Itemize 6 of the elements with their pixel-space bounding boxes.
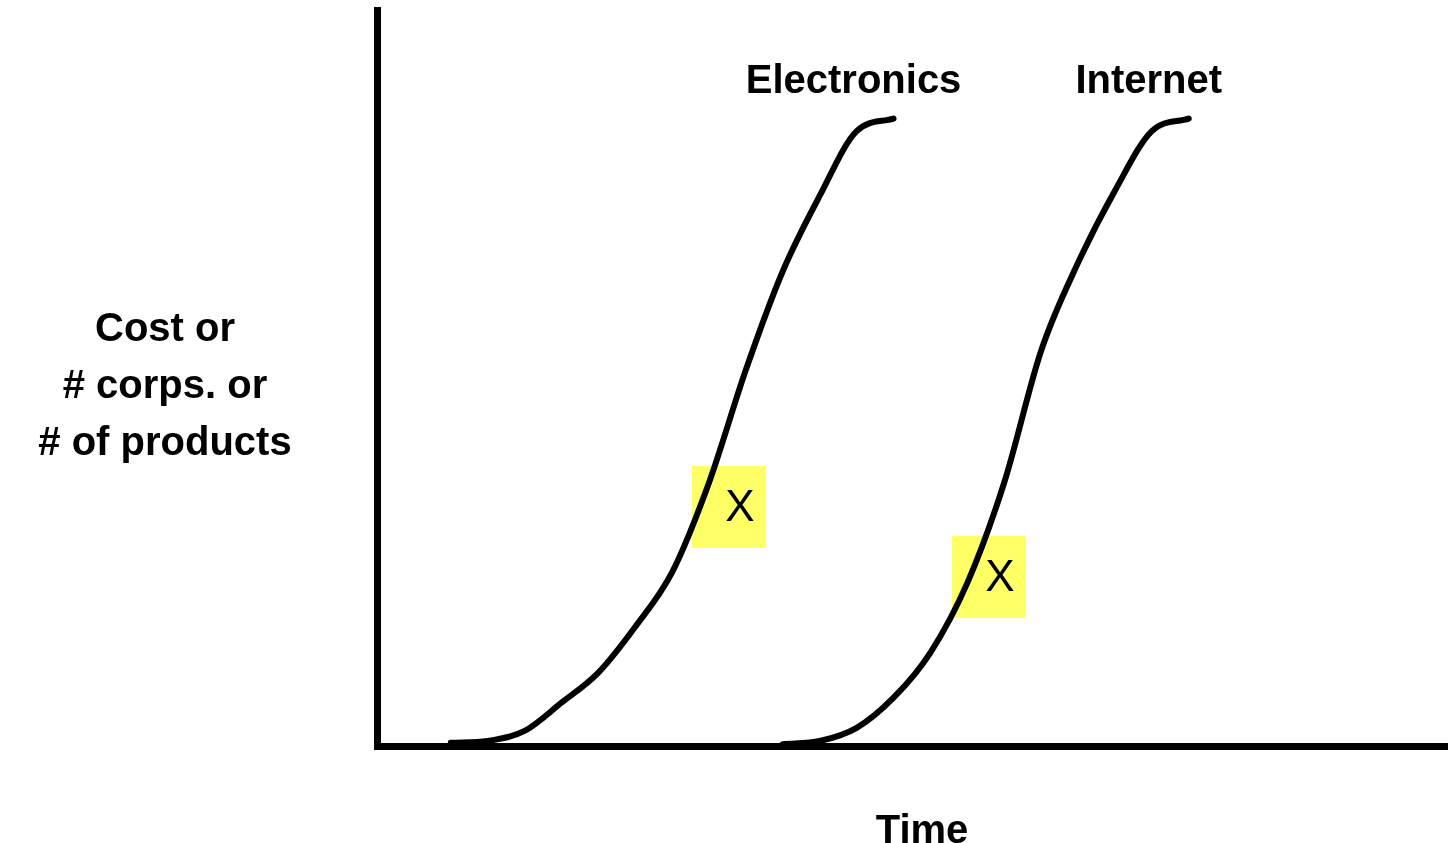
annotation: X xyxy=(725,481,755,531)
annotation: X xyxy=(985,551,1015,601)
series-label: Internet xyxy=(1075,56,1223,101)
series-label: Electronics xyxy=(745,56,962,101)
y-axis-title: Cost or # corps. or # of products xyxy=(38,305,292,463)
x-axis-title: Time xyxy=(875,807,969,843)
